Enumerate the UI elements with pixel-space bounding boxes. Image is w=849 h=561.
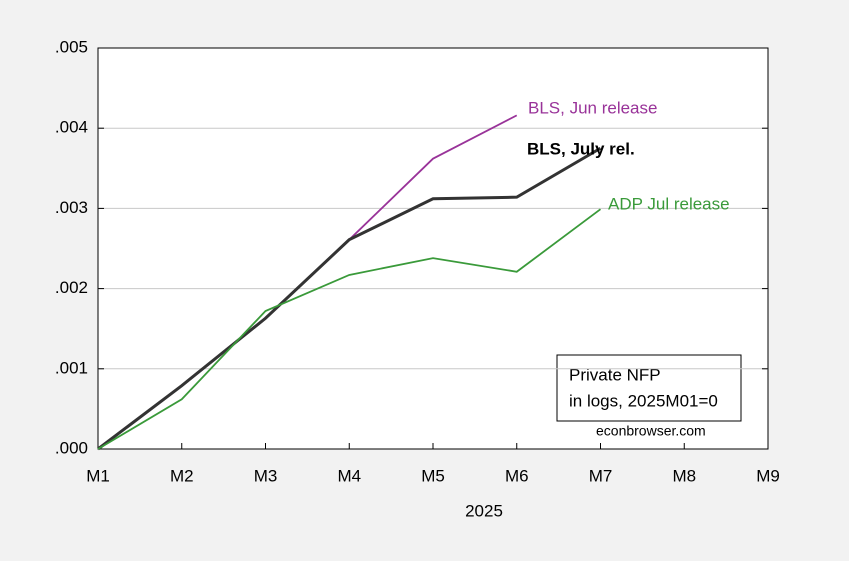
x-tick-label: M9 <box>756 466 780 485</box>
x-tick-label: M3 <box>254 466 278 485</box>
y-tick-label: .005 <box>55 37 88 56</box>
series-label: ADP Jul release <box>608 194 730 213</box>
series-label: BLS, July rel. <box>527 139 635 158</box>
y-tick-label: .001 <box>55 358 88 377</box>
x-axis-label: 2025 <box>465 501 503 520</box>
x-tick-label: M5 <box>421 466 445 485</box>
annotation-box <box>556 354 742 422</box>
y-tick-label: .003 <box>55 198 88 217</box>
x-tick-label: M6 <box>505 466 529 485</box>
y-tick-label: .000 <box>55 438 88 457</box>
x-tick-label: M8 <box>672 466 696 485</box>
source: econbrowser.com <box>596 423 706 439</box>
y-tick-label: .002 <box>55 278 88 297</box>
x-tick-label: M4 <box>337 466 361 485</box>
x-tick-label: M1 <box>86 466 110 485</box>
annotation-line: Private NFP <box>569 365 661 384</box>
x-tick-label: M7 <box>589 466 613 485</box>
x-tick-label: M2 <box>170 466 194 485</box>
y-tick-label: .004 <box>55 118 88 137</box>
annotation-line: in logs, 2025M01=0 <box>569 391 718 410</box>
series-label: BLS, Jun release <box>528 98 657 117</box>
series-line <box>97 208 602 450</box>
series-line <box>97 146 602 451</box>
